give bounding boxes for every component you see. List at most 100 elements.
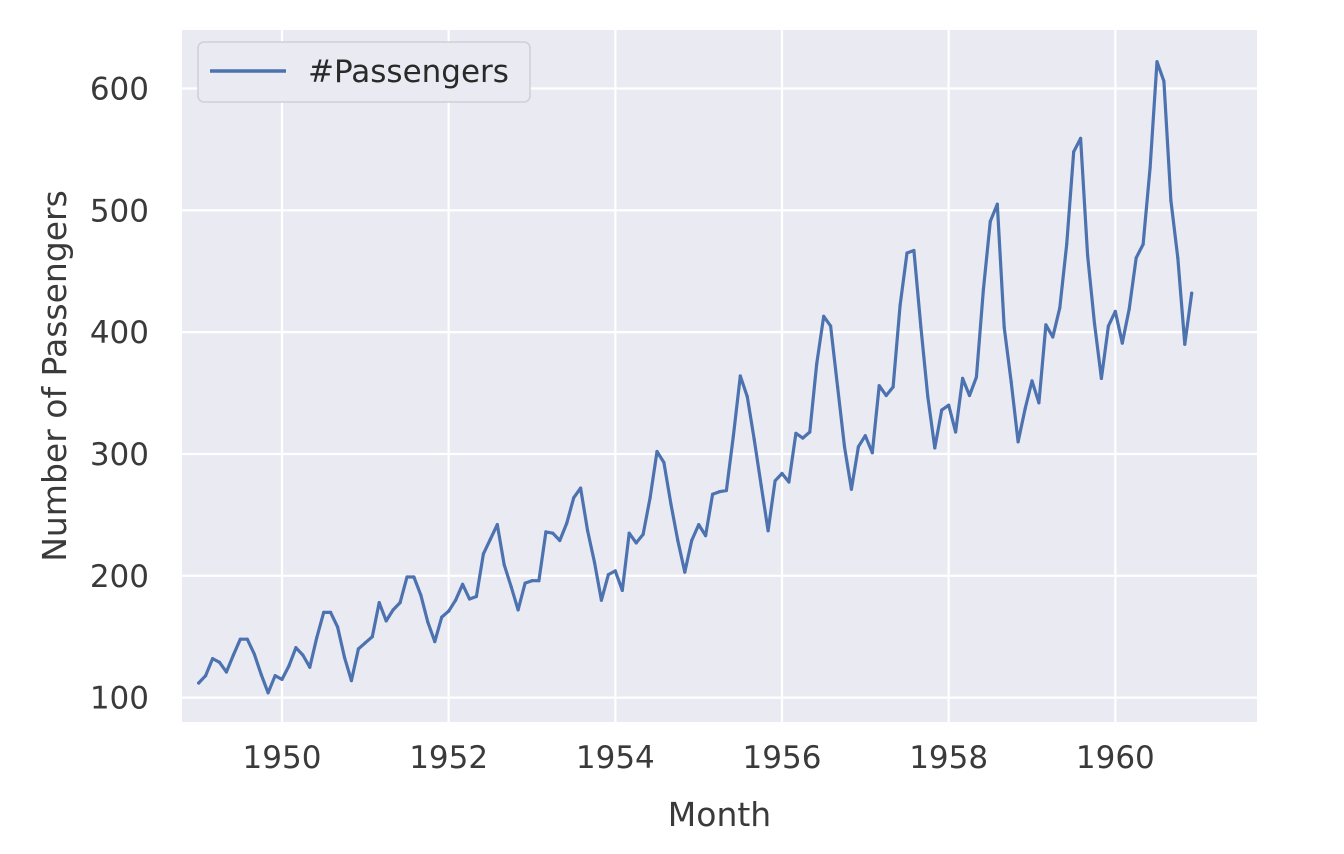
data-point bbox=[794, 431, 798, 435]
data-point bbox=[1065, 242, 1069, 246]
x-tick-label: 1950 bbox=[243, 740, 322, 776]
data-point bbox=[349, 679, 353, 683]
data-point bbox=[558, 538, 562, 543]
data-point bbox=[967, 393, 972, 398]
data-point bbox=[738, 374, 742, 378]
data-point bbox=[877, 384, 881, 388]
data-point bbox=[495, 523, 499, 527]
data-point bbox=[599, 598, 604, 602]
y-tick-label: 300 bbox=[90, 437, 149, 473]
data-point bbox=[537, 579, 541, 583]
data-point bbox=[273, 674, 277, 678]
data-point bbox=[808, 430, 812, 434]
data-point bbox=[995, 202, 999, 206]
x-tick-label: 1956 bbox=[743, 740, 822, 776]
x-axis-ticks: 1950 1952 1954 1956 1958 1960 bbox=[243, 740, 1155, 776]
data-point bbox=[780, 471, 784, 476]
data-point bbox=[315, 636, 319, 640]
data-point bbox=[613, 569, 617, 573]
data-point bbox=[1030, 379, 1034, 383]
data-point bbox=[926, 395, 930, 399]
data-point bbox=[1023, 407, 1027, 411]
data-point bbox=[363, 641, 367, 645]
data-point bbox=[356, 647, 360, 651]
data-point bbox=[474, 594, 478, 599]
data-point bbox=[697, 523, 701, 527]
data-point bbox=[579, 486, 583, 490]
data-point bbox=[301, 653, 305, 657]
data-points bbox=[197, 60, 1194, 695]
legend-box bbox=[197, 41, 531, 103]
data-point bbox=[245, 637, 249, 641]
data-point bbox=[1120, 341, 1124, 345]
data-point bbox=[627, 531, 631, 535]
data-point bbox=[516, 608, 520, 612]
data-point bbox=[412, 575, 416, 579]
data-point bbox=[461, 582, 465, 586]
data-point bbox=[731, 434, 736, 438]
data-point bbox=[592, 560, 597, 565]
data-point bbox=[898, 303, 902, 307]
data-point bbox=[655, 449, 659, 454]
data-point bbox=[891, 385, 895, 389]
data-point bbox=[766, 529, 770, 533]
data-point bbox=[863, 434, 867, 438]
data-point bbox=[1169, 199, 1173, 203]
data-point bbox=[606, 573, 611, 577]
y-tick-label: 100 bbox=[90, 681, 149, 717]
data-point bbox=[704, 534, 708, 538]
data-point bbox=[294, 646, 298, 650]
data-point bbox=[370, 635, 374, 639]
data-point bbox=[801, 436, 805, 440]
data-point bbox=[648, 496, 652, 500]
data-point bbox=[433, 640, 437, 644]
y-tick-label: 200 bbox=[90, 559, 149, 595]
data-point bbox=[815, 362, 819, 366]
y-tick-label: 500 bbox=[90, 193, 149, 229]
data-point bbox=[947, 403, 951, 407]
data-point bbox=[308, 665, 312, 669]
data-point bbox=[905, 251, 909, 255]
data-point bbox=[586, 529, 590, 533]
data-point bbox=[544, 530, 548, 534]
data-point bbox=[467, 597, 472, 601]
data-point bbox=[502, 563, 506, 567]
data-point bbox=[572, 496, 576, 500]
data-point bbox=[683, 570, 687, 574]
data-point bbox=[711, 492, 715, 496]
x-axis-label: Month bbox=[668, 795, 771, 834]
data-point bbox=[1086, 253, 1090, 257]
data-point bbox=[211, 657, 215, 661]
data-point bbox=[1079, 136, 1083, 140]
data-point bbox=[954, 430, 958, 434]
data-point bbox=[342, 655, 347, 660]
data-point bbox=[1037, 401, 1041, 405]
data-point bbox=[669, 502, 673, 506]
x-tick-label: 1960 bbox=[1076, 740, 1155, 776]
data-point bbox=[1190, 291, 1194, 295]
data-point bbox=[322, 610, 326, 615]
data-point bbox=[1127, 307, 1131, 311]
data-point bbox=[752, 437, 756, 441]
data-point bbox=[856, 445, 861, 449]
data-point bbox=[238, 637, 242, 641]
data-point bbox=[1148, 166, 1152, 170]
legend-label-passengers: #Passengers bbox=[308, 54, 509, 90]
data-point bbox=[829, 324, 833, 328]
data-point bbox=[280, 677, 284, 682]
data-point bbox=[690, 538, 694, 543]
data-point bbox=[1113, 309, 1117, 313]
data-point bbox=[1134, 256, 1138, 260]
plot-area bbox=[182, 30, 1257, 722]
data-point bbox=[565, 521, 569, 526]
data-point bbox=[231, 653, 235, 657]
data-point bbox=[981, 287, 986, 292]
data-point bbox=[509, 585, 513, 589]
legend: #Passengers bbox=[197, 41, 531, 103]
data-point bbox=[329, 610, 333, 615]
data-point bbox=[426, 620, 430, 624]
data-point bbox=[551, 531, 555, 535]
data-point bbox=[1106, 324, 1110, 328]
data-point bbox=[384, 619, 388, 623]
